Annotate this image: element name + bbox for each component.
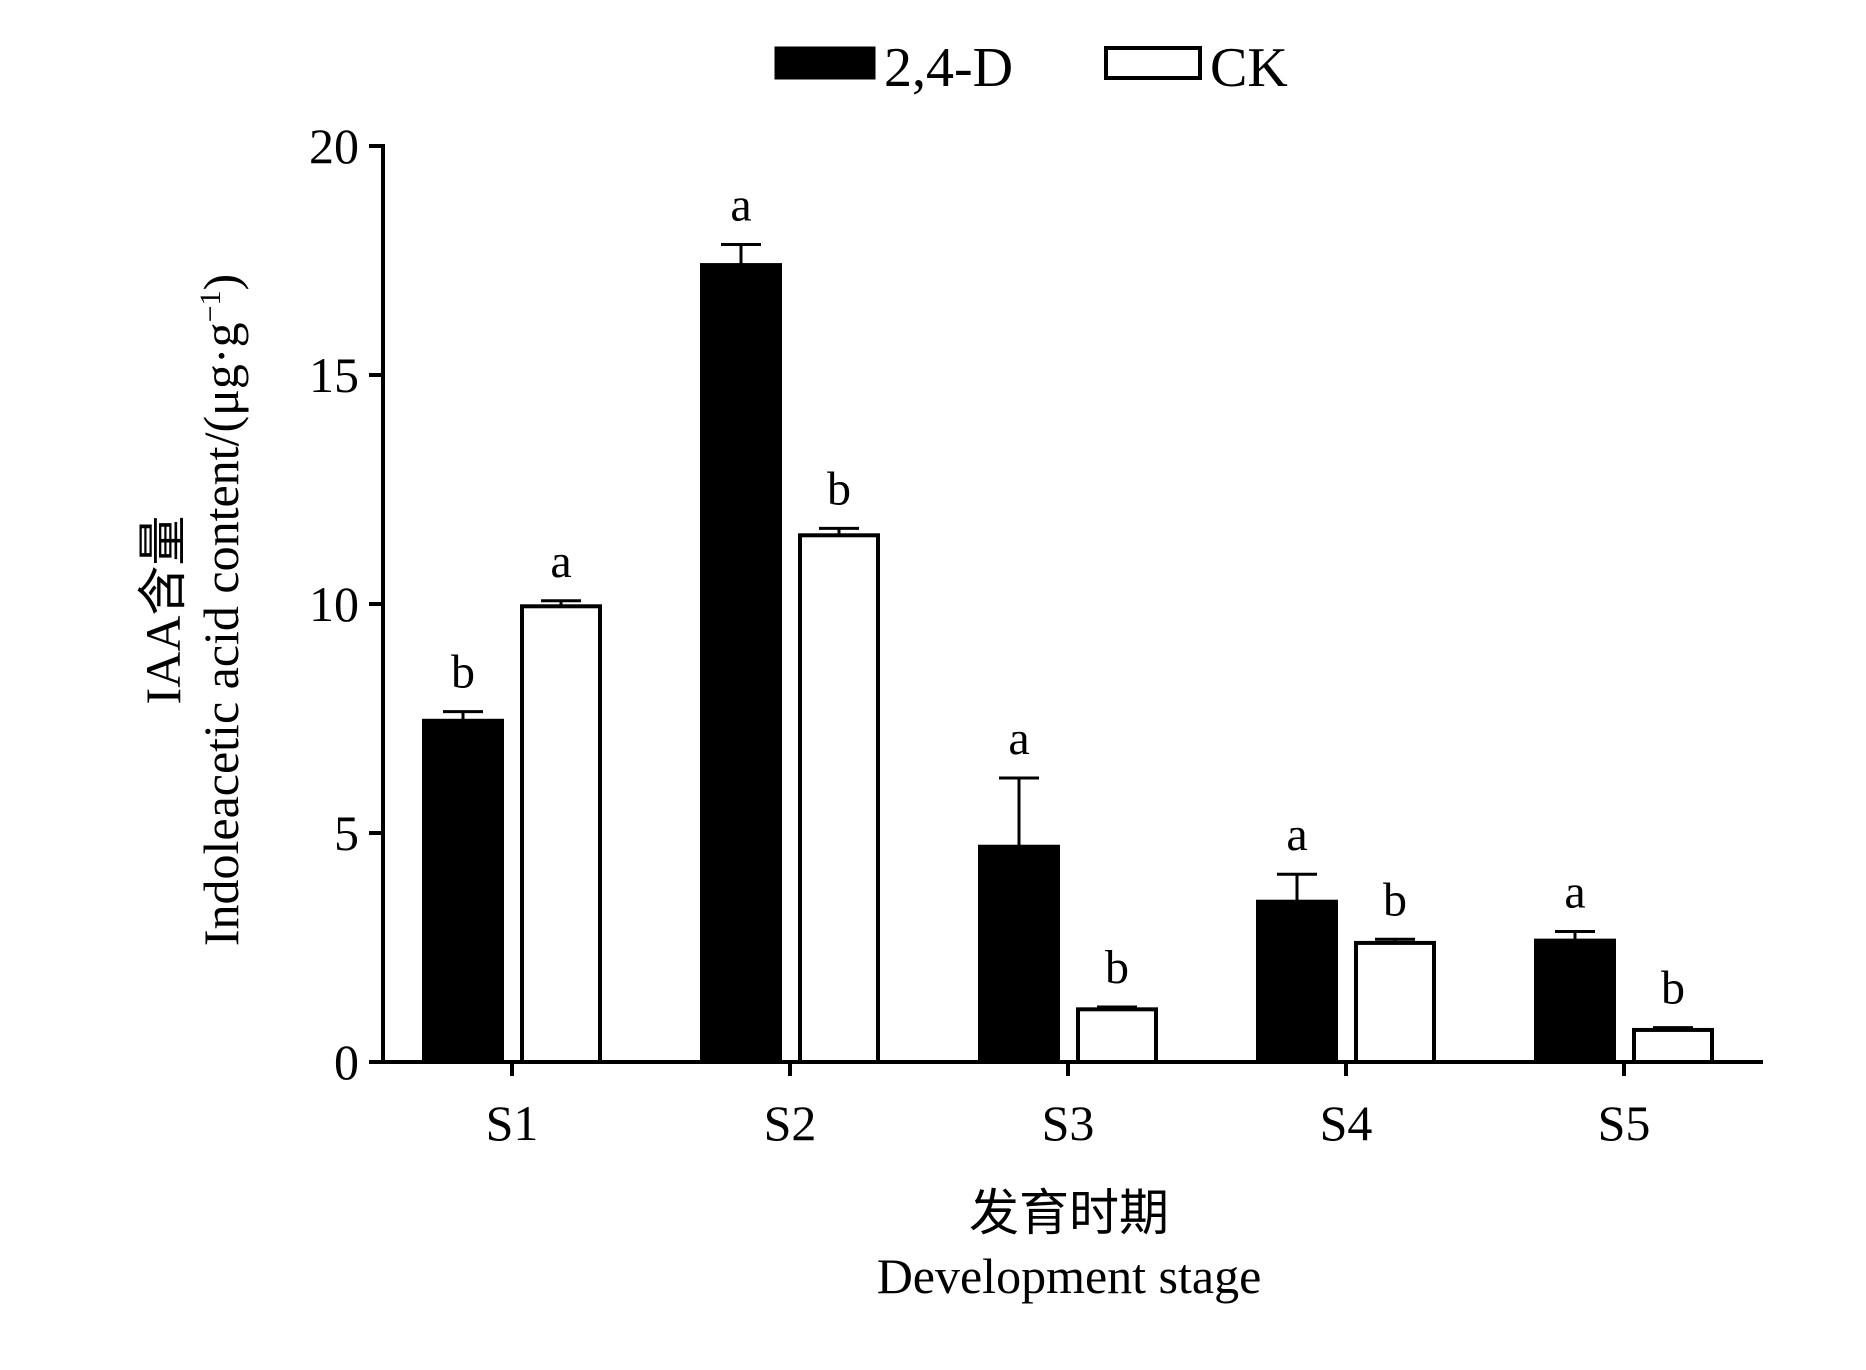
significance-letter: b	[451, 646, 475, 699]
y-tick-label: 15	[309, 347, 359, 403]
x-tick-label: S3	[1042, 1095, 1095, 1151]
x-tick-label: S2	[764, 1095, 817, 1151]
bar	[1076, 1007, 1158, 1065]
significance-letter: b	[1383, 873, 1407, 926]
bar	[798, 533, 880, 1064]
legend: 2,4-D CK	[774, 37, 1288, 99]
significance-letter: a	[550, 535, 571, 588]
legend-label-ck: CK	[1210, 37, 1288, 99]
bar	[1632, 1027, 1714, 1064]
significance-letter: b	[1105, 941, 1129, 994]
y-tick-label: 0	[334, 1034, 359, 1090]
y-tick-label: 20	[309, 118, 359, 174]
x-tick-label: S4	[1320, 1095, 1373, 1151]
x-tick-label: S1	[486, 1095, 539, 1151]
x-tick-label: S5	[1598, 1095, 1651, 1151]
x-axis-title-cn: 发育时期	[969, 1185, 1169, 1241]
significance-letter: a	[1286, 808, 1307, 861]
significance-letter: a	[1008, 712, 1029, 765]
bar	[700, 263, 782, 1064]
legend-swatch-ck	[1104, 46, 1202, 80]
significance-letter: b	[827, 462, 851, 515]
y-tick-label: 5	[334, 805, 359, 861]
significance-letter: a	[730, 178, 751, 231]
significance-letter: a	[1564, 865, 1585, 918]
bar	[978, 844, 1060, 1064]
plot-area: 0 5 10 15 20 b a S1 a b S2 a b S3 a b S4 a b S5	[309, 118, 1763, 1151]
bar	[1354, 940, 1436, 1064]
y-axis-title: IAA含量 Indoleacetic acid content/(μg·g−1)	[135, 274, 249, 946]
x-axis-title: 发育时期 Development stage	[877, 1185, 1262, 1304]
bar	[520, 604, 602, 1064]
x-axis-title-en: Development stage	[877, 1248, 1262, 1304]
y-axis-title-cn: IAA含量	[135, 516, 191, 705]
y-axis-title-en: Indoleacetic acid content/(μg·g−1)	[193, 274, 249, 946]
bar	[1534, 938, 1616, 1065]
significance-letter: b	[1661, 962, 1685, 1015]
y-tick-label: 10	[309, 576, 359, 632]
legend-label-2-4-d: 2,4-D	[884, 37, 1013, 99]
bar	[1256, 899, 1338, 1065]
legend-swatch-2-4-d	[774, 46, 876, 80]
bar	[422, 718, 504, 1064]
